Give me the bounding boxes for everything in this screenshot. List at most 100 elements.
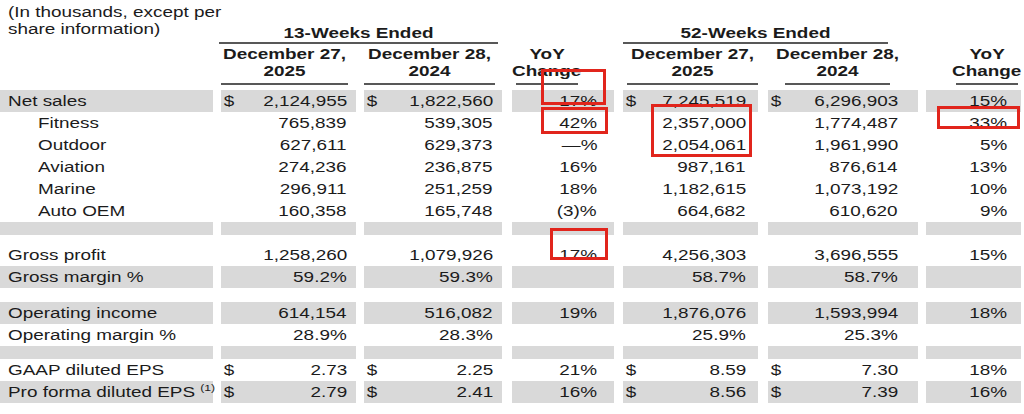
cell-gross-profit-13wk-dec28-2024: 1,079,926 bbox=[364, 244, 502, 266]
spacer-cell bbox=[918, 222, 926, 235]
column-gap bbox=[213, 90, 221, 112]
spacer-cell bbox=[918, 346, 926, 359]
column-gap bbox=[502, 134, 512, 156]
cell-gaap-diluted-eps-52wk-yoy-change: 18% bbox=[926, 359, 1021, 381]
cell-outdoor-52wk-dec28-2024: 1,961,990 bbox=[768, 134, 918, 156]
row-label: Net sales bbox=[0, 90, 213, 112]
spacer-cell bbox=[0, 222, 213, 235]
cell-operating-margin-13wk-dec27-2025: 28.9% bbox=[221, 324, 356, 346]
spacer-cell bbox=[614, 222, 623, 235]
spacer-cell bbox=[502, 346, 512, 359]
col-header-13wk-dec27-2025: December 27, 2025 bbox=[221, 46, 348, 82]
spacer-cell bbox=[768, 288, 918, 302]
column-gap bbox=[918, 90, 926, 112]
cell-aviation-13wk-yoy-change: 16% bbox=[512, 156, 614, 178]
units-note-line1: (In thousands, except per bbox=[8, 4, 221, 21]
column-gap bbox=[614, 324, 623, 346]
column-gap bbox=[213, 112, 221, 134]
units-note: (In thousands, except per share informat… bbox=[8, 4, 166, 38]
table-row-net-sales: Net sales$2,124,955$1,822,56017%$7,245,5… bbox=[0, 90, 1021, 112]
spacer-cell bbox=[768, 222, 918, 235]
column-gap bbox=[614, 200, 623, 222]
rule-13-weeks bbox=[219, 42, 498, 44]
column-gap bbox=[502, 359, 512, 381]
cell-operating-margin-13wk-dec28-2024: 28.3% bbox=[364, 324, 502, 346]
cell-fitness-13wk-dec28-2024: 539,305 bbox=[364, 112, 502, 134]
cell-auto-oem-52wk-dec28-2024: 610,620 bbox=[768, 200, 918, 222]
cell-aviation-52wk-yoy-change: 13% bbox=[926, 156, 1021, 178]
rule-52-weeks bbox=[623, 42, 888, 44]
currency-symbol: $ bbox=[221, 384, 234, 400]
spacer-row bbox=[0, 346, 1021, 359]
highlight-box-net-sales-13wk-yoy bbox=[541, 69, 606, 105]
spacer-cell bbox=[356, 288, 364, 302]
cell-marine-52wk-yoy-change: 10% bbox=[926, 178, 1021, 200]
spacer-cell bbox=[758, 235, 768, 244]
rule-col-52wk-yoy bbox=[956, 83, 1018, 85]
column-gap bbox=[356, 112, 364, 134]
column-gap bbox=[918, 200, 926, 222]
spacer-cell bbox=[0, 346, 213, 359]
column-gap bbox=[213, 244, 221, 266]
row-label: Operating margin % bbox=[0, 324, 213, 346]
column-gap bbox=[356, 134, 364, 156]
row-label: Pro forma diluted EPS (1) bbox=[0, 381, 213, 403]
spacer-cell bbox=[502, 222, 512, 235]
column-gap bbox=[614, 112, 623, 134]
cell-gross-profit-13wk-dec27-2025: 1,258,260 bbox=[221, 244, 356, 266]
column-gap bbox=[918, 359, 926, 381]
spacer-row bbox=[0, 288, 1021, 302]
table-row-operating-income: Operating income614,154516,08219%1,876,0… bbox=[0, 302, 1021, 324]
column-gap bbox=[918, 381, 926, 403]
units-note-line2: share information) bbox=[8, 21, 160, 38]
col-header-52wk-dec27-2025: December 27, 2025 bbox=[627, 46, 758, 82]
rule-col-52wk-2025 bbox=[627, 83, 758, 85]
column-gap bbox=[356, 244, 364, 266]
row-label: Gross margin % bbox=[0, 266, 213, 288]
column-gap bbox=[758, 134, 768, 156]
column-gap bbox=[614, 359, 623, 381]
spacer-cell bbox=[356, 235, 364, 244]
column-gap bbox=[502, 302, 512, 324]
cell-gross-margin-52wk-yoy-change bbox=[926, 266, 1021, 288]
cell-operating-margin-13wk-yoy-change bbox=[512, 324, 614, 346]
column-gap bbox=[213, 302, 221, 324]
spacer-cell bbox=[926, 235, 1021, 244]
column-gap bbox=[758, 200, 768, 222]
spacer-cell bbox=[213, 235, 221, 244]
group-header-13-weeks: 13-Weeks Ended bbox=[219, 25, 498, 41]
cell-fitness-52wk-dec28-2024: 1,774,487 bbox=[768, 112, 918, 134]
currency-symbol: $ bbox=[364, 362, 377, 378]
spacer-row bbox=[0, 222, 1021, 235]
cell-gross-profit-52wk-dec28-2024: 3,696,555 bbox=[768, 244, 918, 266]
cell-operating-income-13wk-dec27-2025: 614,154 bbox=[221, 302, 356, 324]
cell-proforma-diluted-eps-52wk-dec27-2025: $8.56 bbox=[623, 381, 758, 403]
cell-marine-52wk-dec27-2025: 1,182,615 bbox=[623, 178, 758, 200]
spacer-cell bbox=[213, 222, 221, 235]
spacer-cell bbox=[623, 288, 758, 302]
row-label: Gross profit bbox=[0, 244, 213, 266]
column-gap bbox=[356, 359, 364, 381]
column-gap bbox=[614, 381, 623, 403]
currency-symbol: $ bbox=[364, 93, 377, 109]
spacer-cell bbox=[364, 288, 502, 302]
cell-gaap-diluted-eps-52wk-dec28-2024: $7.30 bbox=[768, 359, 918, 381]
currency-symbol: $ bbox=[768, 93, 781, 109]
spacer-cell bbox=[356, 222, 364, 235]
column-gap bbox=[502, 178, 512, 200]
cell-aviation-52wk-dec28-2024: 876,614 bbox=[768, 156, 918, 178]
column-gap bbox=[356, 381, 364, 403]
group-header-52-weeks: 52-Weeks Ended bbox=[623, 25, 888, 41]
col-header-52wk-dec28-2024: December 28, 2024 bbox=[770, 46, 906, 82]
column-gap bbox=[502, 90, 512, 112]
column-gap bbox=[918, 134, 926, 156]
column-gap bbox=[614, 302, 623, 324]
row-label: Fitness bbox=[0, 112, 213, 134]
spacer-cell bbox=[768, 235, 918, 244]
currency-symbol: $ bbox=[768, 362, 781, 378]
column-gap bbox=[213, 266, 221, 288]
column-gap bbox=[918, 244, 926, 266]
spacer-cell bbox=[0, 288, 213, 302]
rule-col-52wk-2024 bbox=[785, 83, 890, 85]
table-row-operating-margin: Operating margin %28.9%28.3%25.9%25.3% bbox=[0, 324, 1021, 346]
